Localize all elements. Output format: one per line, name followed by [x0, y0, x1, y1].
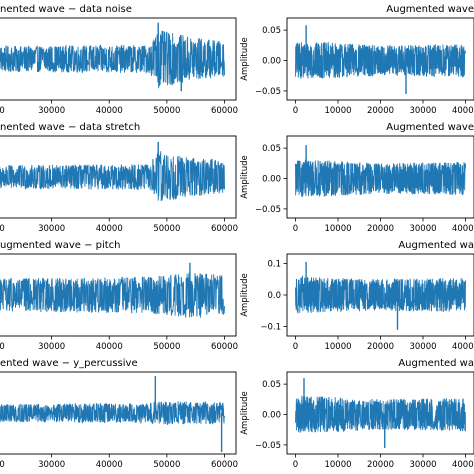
subplot-6: Augmented wa 0 10000 20000 30000 40000 0.1 0.0 −… — [240, 240, 474, 352]
y-tick-label: 0.00 — [262, 411, 281, 421]
x-tick-label: 50000 — [153, 460, 180, 470]
x-tick-label: 30000 — [38, 342, 65, 352]
x-tick-label: 0 — [293, 460, 298, 470]
x-tick-label: 40000 — [452, 460, 474, 470]
x-tick-label: 0 — [293, 224, 298, 234]
y-tick-label: −0.05 — [255, 441, 281, 451]
y-tick-label: 0.05 — [262, 144, 281, 154]
y-tick-label: −0.05 — [255, 87, 281, 97]
x-tick-label: 30000 — [38, 460, 65, 470]
x-tick-label: 20000 — [367, 106, 394, 116]
y-tick-label: −0.1 — [260, 323, 281, 333]
x-tick-label: 40000 — [452, 342, 474, 352]
y-tick-label: 0.00 — [262, 175, 281, 185]
x-tick-label: 50000 — [153, 106, 180, 116]
axes-frame — [0, 371, 237, 455]
x-tick-label: 30000 — [38, 224, 65, 234]
x-tick-label: 20000 — [367, 342, 394, 352]
x-tick-label: 0000 — [0, 460, 5, 470]
y-tick-label: 0.00 — [262, 57, 281, 67]
subplot-4: Augmented wave 0 10000 20000 30000 40000 0.05 0… — [240, 122, 474, 234]
x-tick-label: 50000 — [153, 342, 180, 352]
y-axis-label: Amplitude — [240, 391, 250, 435]
x-tick-label: 40000 — [96, 224, 123, 234]
waveform-line — [0, 272, 225, 318]
subplot-title: nented wave − data noise — [0, 4, 132, 15]
y-tick-label: 0.05 — [262, 26, 281, 36]
waveform-line — [295, 41, 466, 79]
x-tick-label: 20000 — [367, 460, 394, 470]
x-tick-label: 0000 — [0, 106, 5, 116]
y-tick-label: −0.05 — [255, 205, 281, 215]
x-tick-label: 60000 — [211, 460, 238, 470]
x-tick-label: 10000 — [324, 460, 351, 470]
subplot-7: ented wave − y_percussive 0000 30000 40000 5… — [0, 358, 238, 470]
subplot-title: Augmented wa — [398, 240, 474, 251]
axes-frame — [0, 135, 237, 219]
subplot-8: Augmented wa 0 10000 20000 30000 40000 0.05 0.0… — [240, 358, 474, 470]
x-tick-label: 0 — [293, 342, 298, 352]
x-tick-label: 30000 — [409, 342, 436, 352]
x-tick-label: 40000 — [452, 224, 474, 234]
x-tick-label: 40000 — [96, 106, 123, 116]
x-tick-label: 30000 — [409, 224, 436, 234]
axes-frame — [0, 17, 237, 101]
y-tick-label: 0.05 — [262, 380, 281, 390]
subplot-title: ugmented wave − pitch — [0, 240, 121, 251]
x-tick-label: 30000 — [409, 460, 436, 470]
x-tick-label: 0000 — [0, 224, 5, 234]
waveform-line — [0, 30, 225, 89]
x-tick-label: 30000 — [38, 106, 65, 116]
subplot-title: ented wave − y_percussive — [0, 358, 138, 369]
x-tick-label: 60000 — [211, 342, 238, 352]
subplot-title: Augmented wa — [398, 358, 474, 369]
subplot-1: nented wave − data noise 0000 30000 40000 50… — [0, 4, 238, 116]
subplot-title: nented wave − data stretch — [0, 122, 140, 133]
y-axis-label: Amplitude — [240, 155, 250, 199]
waveform-line — [0, 151, 225, 202]
y-tick-label: 0.1 — [267, 259, 281, 269]
waveform-line — [295, 159, 466, 197]
subplot-3: nented wave − data stretch 0000 30000 40000… — [0, 122, 238, 234]
y-tick-label: 0.0 — [267, 291, 281, 301]
x-tick-label: 20000 — [367, 224, 394, 234]
x-tick-label: 10000 — [324, 342, 351, 352]
waveform-line — [295, 275, 466, 314]
x-tick-label: 60000 — [211, 106, 238, 116]
y-axis-label: Amplitude — [240, 273, 250, 317]
x-tick-label: 10000 — [324, 224, 351, 234]
waveform-line — [0, 400, 225, 426]
axes-frame — [0, 253, 237, 337]
x-tick-label: 30000 — [409, 106, 436, 116]
x-tick-label: 0 — [293, 106, 298, 116]
x-tick-label: 60000 — [211, 224, 238, 234]
x-tick-label: 50000 — [153, 224, 180, 234]
subplot-title: Augmented wave — [386, 122, 474, 133]
waveform-line — [295, 395, 466, 433]
y-axis-label: Amplitude — [240, 37, 250, 81]
x-tick-label: 40000 — [96, 460, 123, 470]
subplot-title: Augmented wave — [386, 4, 474, 15]
x-tick-label: 40000 — [96, 342, 123, 352]
x-tick-label: 0000 — [0, 342, 5, 352]
subplot-2: Augmented wave 0 10000 20000 30000 40000 0.05 0… — [240, 4, 474, 116]
x-tick-label: 40000 — [452, 106, 474, 116]
x-tick-label: 10000 — [324, 106, 351, 116]
subplot-5: ugmented wave − pitch 0000 30000 40000 50000… — [0, 240, 238, 352]
